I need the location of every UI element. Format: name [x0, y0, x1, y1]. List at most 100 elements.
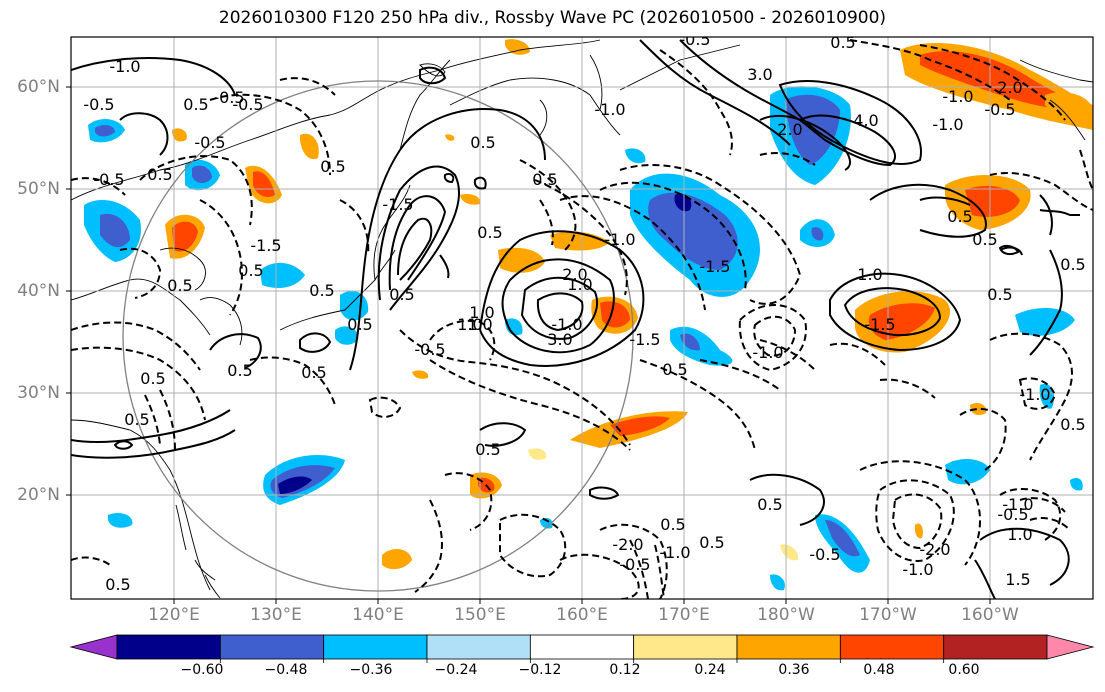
colorbar-segment — [219, 634, 325, 660]
contour-label: 1.0 — [457, 315, 482, 334]
colorbar-tick-label: −0.36 — [349, 662, 393, 678]
contour-label: 0.5 — [389, 285, 414, 304]
colorbar-tick-label: −0.24 — [434, 662, 478, 678]
contour-label: 0.5 — [470, 133, 495, 152]
colorbar — [69, 634, 1095, 663]
contour-label: 0.5 — [660, 515, 685, 534]
contour-label: -1.0 — [109, 57, 140, 76]
contour-label: -1.0 — [551, 315, 582, 334]
divergence-shading — [84, 39, 1093, 591]
contour-label: 4.0 — [853, 111, 878, 130]
contour-label: 0.5 — [830, 33, 855, 52]
contour-labels: -1.00.5 -0.5-0.5-0.50.5-0.50.50.50.5-1.50… — [83, 30, 1085, 594]
colorbar-tick-label: 0.12 — [609, 662, 641, 678]
contour-label: -1.0 — [659, 543, 690, 562]
contour-label: 0.5 — [477, 223, 502, 242]
lat-label-40n: 40°N — [17, 281, 60, 301]
colorbar-segment — [116, 634, 221, 660]
lon-label-170e: 170°E — [658, 605, 710, 625]
lat-label-50n: 50°N — [17, 179, 60, 199]
contour-label: 0.5 — [347, 315, 372, 334]
contour-label: -1.0 — [902, 560, 933, 579]
contour-label: 0.5 — [140, 369, 165, 388]
colorbar-tick-label: 0.60 — [948, 662, 980, 678]
colorbar-tick-label: −0.60 — [180, 662, 224, 678]
colorbar-tick-label: 0.24 — [694, 662, 726, 678]
contour-label: -1.0 — [594, 100, 625, 119]
colorbar-segment — [323, 634, 428, 660]
lon-label-160w: 160°W — [961, 605, 1019, 625]
lat-label-30n: 30°N — [17, 383, 60, 403]
contour-label: 0.5 — [105, 575, 130, 594]
contour-label: 3.0 — [747, 65, 772, 84]
contour-label: 1.5 — [1005, 570, 1030, 589]
contour-label: 0.5 — [301, 363, 326, 382]
lon-label-150e: 150°E — [454, 605, 506, 625]
colorbar-tick-label: 0.48 — [863, 662, 895, 678]
contour-label: 0.5 — [699, 533, 724, 552]
contour-label: -2.0 — [612, 535, 643, 554]
lon-label-140e: 140°E — [352, 605, 404, 625]
contour-label: 0.5 — [662, 360, 687, 379]
contour-label: -0.5 — [619, 555, 650, 574]
contour-label: 2.0 — [562, 265, 587, 284]
colorbar-tick-label: −0.12 — [518, 662, 562, 678]
contour-label: 0.5 — [947, 207, 972, 226]
contour-label: 0.5 — [227, 361, 252, 380]
contour-label: 2.0 — [777, 120, 802, 139]
contour-label: 0.5 — [532, 170, 557, 189]
gridlines — [71, 37, 1093, 599]
lon-label-180w: 180°W — [757, 605, 815, 625]
coastlines — [71, 39, 1093, 599]
contour-label: -1.0 — [942, 87, 973, 106]
lon-label-170w: 170°W — [859, 605, 917, 625]
contour-label: -1.5 — [864, 315, 895, 334]
lat-label-20n: 20°N — [17, 485, 60, 505]
axis-ticks — [66, 86, 991, 604]
colorbar-segment — [943, 634, 1048, 660]
contour-label: -1.5 — [382, 195, 413, 214]
contour-label: 0.5 — [124, 410, 149, 429]
contour-label: -0.5 — [93, 170, 124, 189]
contour-label: -0.5 — [414, 340, 445, 359]
contour-label: -0.5 — [83, 95, 114, 114]
contour-label: -0.5 — [809, 545, 840, 564]
contour-label: 3.0 — [547, 330, 572, 349]
colorbar-segment — [839, 634, 945, 660]
contour-label: 0.5 — [1060, 255, 1085, 274]
colorbar-segment — [529, 634, 635, 660]
influence-circle — [122, 80, 634, 592]
negative-contours — [71, 39, 1093, 599]
contour-label: 1.0 — [467, 315, 492, 334]
colorbar-under-arrow — [69, 634, 118, 660]
colorbar-tick-label: −0.48 — [264, 662, 308, 678]
lon-label-160e: 160°E — [556, 605, 608, 625]
contour-label: -0.5 — [679, 30, 710, 49]
contour-label: 1.0 — [567, 275, 592, 294]
contour-label: -1.0 — [604, 230, 635, 249]
figure-title: 2026010300 F120 250 hPa div., Rossby Wav… — [218, 8, 887, 28]
contour-label: -0.5 — [213, 88, 244, 107]
contour-label: 1.0 — [1007, 525, 1032, 544]
contour-label: -1.5 — [629, 330, 660, 349]
contour-label: 2.0 — [997, 78, 1022, 97]
colorbar-segment — [736, 634, 841, 660]
contour-label: -0.5 — [232, 95, 263, 114]
lon-label-120e: 120°E — [148, 605, 200, 625]
contour-label: 0.5 — [757, 495, 782, 514]
contour-label: -1.0 — [752, 343, 783, 362]
contour-label: 0.5 — [147, 165, 172, 184]
contour-label: -1.0 — [1019, 385, 1050, 404]
contour-label: -1.5 — [699, 257, 730, 276]
contour-label: 0.5 — [309, 281, 334, 300]
lat-label-60n: 60°N — [17, 77, 60, 97]
colorbar-segment — [633, 634, 738, 660]
contour-label: -0.5 — [984, 100, 1015, 119]
colorbar-tick-label: 0.36 — [778, 662, 810, 678]
contour-label: 0.5 — [167, 276, 192, 295]
contour-label: -0.5 — [997, 505, 1028, 524]
contour-label: -0.5 — [194, 133, 225, 152]
colorbar-segment — [426, 634, 531, 660]
contour-label: 1.0 — [469, 303, 494, 322]
